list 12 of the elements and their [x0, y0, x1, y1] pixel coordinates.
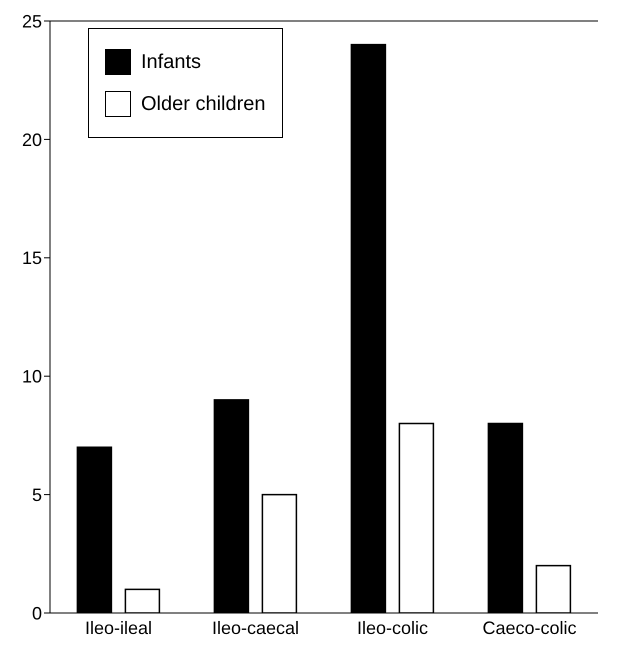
legend-label: Infants [141, 50, 202, 75]
y-tick-label: 20 [22, 130, 42, 150]
legend-label: Older children [141, 92, 266, 117]
y-tick-label: 0 [32, 603, 42, 624]
y-tick-label: 15 [22, 248, 42, 268]
y-tick-label: 5 [32, 484, 42, 505]
x-tick-label: Caeco-colic [482, 618, 577, 638]
y-tick-label: 25 [22, 11, 42, 32]
x-tick-label: Ileo-caecal [212, 618, 300, 638]
x-tick-label: Ileo-colic [356, 618, 428, 638]
y-tick-label: 10 [22, 366, 42, 387]
x-tick-label: Ileo-ileal [84, 618, 152, 638]
